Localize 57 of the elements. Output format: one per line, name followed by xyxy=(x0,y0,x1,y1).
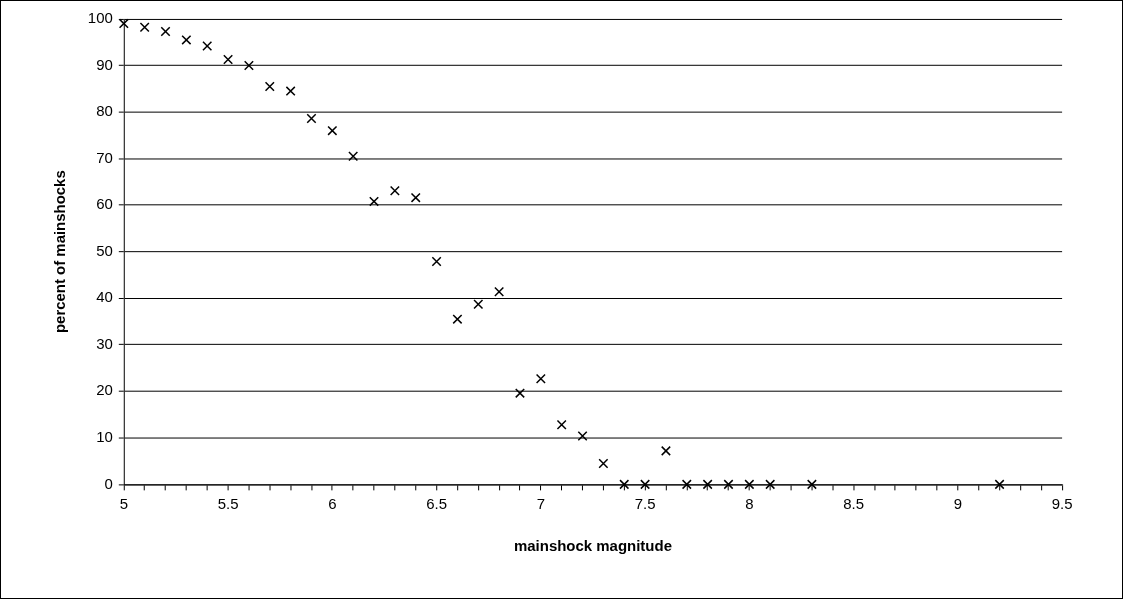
point xyxy=(556,419,567,430)
point xyxy=(723,479,734,490)
y-tick-label: 80 xyxy=(96,102,113,120)
y-tick-label: 0 xyxy=(104,474,113,492)
point xyxy=(243,60,254,71)
y-tick-label: 50 xyxy=(96,241,113,259)
point xyxy=(181,34,192,45)
point xyxy=(389,185,400,196)
point xyxy=(619,479,630,490)
point xyxy=(514,388,525,399)
point xyxy=(577,431,588,441)
y-tick-label: 70 xyxy=(96,148,113,166)
point xyxy=(285,86,296,97)
x-tick-label: 5 xyxy=(119,495,128,513)
point xyxy=(431,256,442,267)
point xyxy=(202,40,213,51)
point xyxy=(702,479,713,490)
point xyxy=(264,81,275,92)
x-tick-label: 5.5 xyxy=(217,495,239,513)
y-tick-label: 30 xyxy=(96,334,113,352)
point xyxy=(139,22,150,33)
point xyxy=(160,26,171,37)
point xyxy=(473,299,484,310)
point xyxy=(535,373,546,384)
point xyxy=(806,479,817,490)
y-tick-label: 60 xyxy=(96,195,113,213)
x-tick-label: 9 xyxy=(953,495,963,513)
point xyxy=(744,479,755,490)
x-tick-label: 8.5 xyxy=(843,495,864,513)
y-tick-label: 20 xyxy=(96,381,113,399)
x-tick-label: 6.5 xyxy=(426,495,447,513)
x-axis-title: mainshock magnitude xyxy=(513,537,672,555)
point xyxy=(348,151,359,162)
y-tick-label: 100 xyxy=(87,9,113,27)
y-tick-label: 10 xyxy=(96,427,113,445)
point xyxy=(765,479,776,490)
x-tick-label: 8 xyxy=(745,495,754,513)
x-tick-label: 7 xyxy=(536,495,545,513)
point xyxy=(452,314,463,325)
y-axis-title: percent of mainshocks xyxy=(51,170,69,334)
point xyxy=(410,192,421,203)
point xyxy=(598,458,609,469)
x-tick-label: 9.5 xyxy=(1051,495,1073,513)
point xyxy=(327,125,338,136)
point xyxy=(369,196,380,207)
x-tick-label: 7.5 xyxy=(634,495,656,513)
point xyxy=(660,445,671,456)
point xyxy=(681,479,692,490)
y-tick-label: 90 xyxy=(96,55,113,73)
point xyxy=(494,286,505,297)
point xyxy=(640,479,651,490)
x-tick-label: 6 xyxy=(328,495,337,513)
point xyxy=(994,479,1005,490)
y-tick-label: 40 xyxy=(96,288,113,306)
point xyxy=(306,113,317,124)
point xyxy=(223,54,234,65)
point xyxy=(118,18,129,29)
